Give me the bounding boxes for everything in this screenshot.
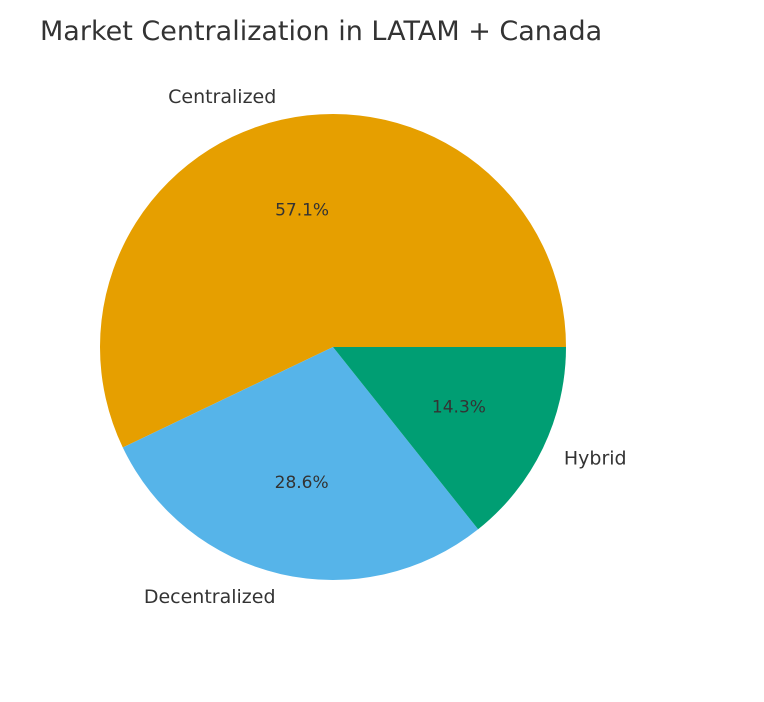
pie-percent-label-hybrid: 14.3% (432, 398, 486, 418)
pie-slice-decentralized (122, 347, 479, 580)
pie-slice-centralized (99, 113, 567, 448)
pie-category-label-centralized: Centralized (168, 86, 276, 108)
pie-category-label-hybrid: Hybrid (564, 447, 627, 469)
pie-slice-hybrid (333, 347, 566, 530)
pie-percent-label-decentralized: 28.6% (275, 473, 329, 493)
chart-title: Market Centralization in LATAM + Canada (40, 16, 603, 47)
pie-category-label-decentralized: Decentralized (144, 586, 276, 608)
pie-percent-label-centralized: 57.1% (275, 201, 329, 221)
